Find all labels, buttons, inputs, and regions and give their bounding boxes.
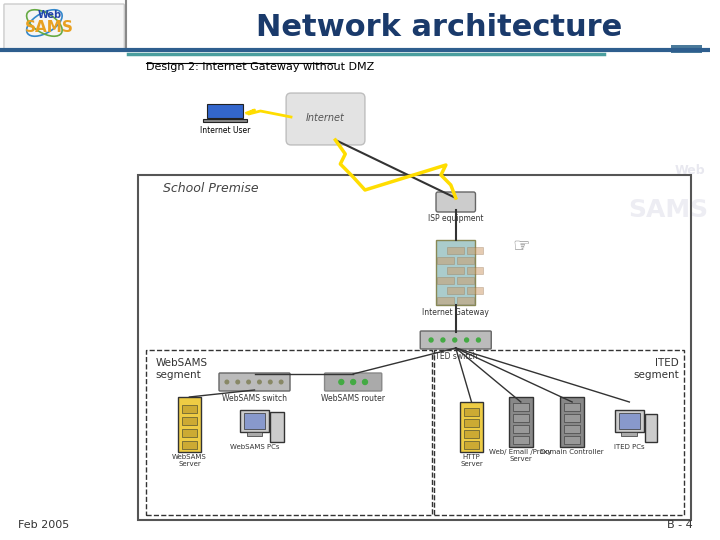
FancyBboxPatch shape [436,240,475,305]
FancyBboxPatch shape [467,287,483,294]
Text: WebSAMS router: WebSAMS router [321,394,385,403]
FancyBboxPatch shape [464,441,480,449]
FancyBboxPatch shape [436,192,475,212]
Text: B - 4: B - 4 [667,520,693,530]
FancyBboxPatch shape [467,267,483,274]
FancyBboxPatch shape [437,277,454,284]
FancyBboxPatch shape [456,297,474,304]
FancyBboxPatch shape [240,410,269,432]
FancyBboxPatch shape [219,373,290,391]
Circle shape [269,380,272,384]
Text: WebSAMS PCs: WebSAMS PCs [230,444,279,450]
FancyBboxPatch shape [564,414,580,422]
Text: SAMS: SAMS [628,198,708,222]
FancyBboxPatch shape [247,432,262,436]
Circle shape [258,380,261,384]
FancyBboxPatch shape [564,403,580,411]
FancyBboxPatch shape [437,257,454,264]
Circle shape [236,380,240,384]
FancyBboxPatch shape [270,412,284,442]
Circle shape [429,338,433,342]
FancyBboxPatch shape [621,432,637,436]
FancyBboxPatch shape [464,430,480,438]
FancyBboxPatch shape [459,402,483,452]
Polygon shape [207,104,243,118]
Circle shape [351,380,356,384]
FancyBboxPatch shape [615,410,644,432]
FancyBboxPatch shape [325,373,382,391]
Text: WebSAMS
Server: WebSAMS Server [172,454,207,467]
Text: School Premise: School Premise [163,182,258,195]
FancyBboxPatch shape [181,417,197,425]
Text: ISP equipment: ISP equipment [428,214,484,223]
Text: Web/ Email /Proxy
Server: Web/ Email /Proxy Server [490,449,552,462]
FancyBboxPatch shape [467,247,483,254]
Text: ITED switch: ITED switch [433,352,478,361]
FancyBboxPatch shape [564,436,580,444]
FancyBboxPatch shape [513,414,528,422]
FancyBboxPatch shape [447,267,464,274]
Text: Internet: Internet [306,113,345,123]
Circle shape [279,380,283,384]
Circle shape [477,338,480,342]
FancyBboxPatch shape [181,441,197,449]
Text: Internet Gateway: Internet Gateway [423,308,489,317]
FancyBboxPatch shape [243,413,266,429]
Circle shape [363,380,367,384]
FancyBboxPatch shape [420,331,491,349]
FancyBboxPatch shape [447,247,464,254]
FancyBboxPatch shape [513,436,528,444]
FancyBboxPatch shape [509,397,533,447]
FancyBboxPatch shape [671,45,702,53]
Text: ITED
segment: ITED segment [633,358,679,380]
FancyBboxPatch shape [560,397,584,447]
Text: Domain Controller: Domain Controller [540,449,604,455]
FancyBboxPatch shape [456,277,474,284]
Text: Internet User: Internet User [199,126,250,135]
FancyBboxPatch shape [645,414,657,442]
FancyBboxPatch shape [456,257,474,264]
FancyBboxPatch shape [513,425,528,433]
Text: WebSAMS switch: WebSAMS switch [222,394,287,403]
FancyBboxPatch shape [447,287,464,294]
Circle shape [441,338,445,342]
Circle shape [453,338,456,342]
Polygon shape [203,119,247,122]
FancyBboxPatch shape [618,413,640,429]
Text: HTTP
Server: HTTP Server [460,454,483,467]
FancyBboxPatch shape [178,397,201,452]
FancyBboxPatch shape [464,408,480,416]
Text: Feb 2005: Feb 2005 [18,520,69,530]
FancyBboxPatch shape [286,93,365,145]
FancyBboxPatch shape [181,405,197,413]
Circle shape [247,380,251,384]
FancyBboxPatch shape [437,297,454,304]
Text: ITED PCs: ITED PCs [614,444,644,450]
Text: SAMS: SAMS [24,20,73,35]
Text: Web: Web [37,10,62,20]
FancyBboxPatch shape [181,429,197,437]
FancyBboxPatch shape [464,419,480,427]
FancyBboxPatch shape [513,403,528,411]
Text: WebSAMS
segment: WebSAMS segment [156,358,208,380]
FancyBboxPatch shape [4,4,125,51]
Circle shape [339,380,343,384]
Text: ☞: ☞ [512,238,530,256]
Circle shape [464,338,469,342]
Text: Web: Web [675,164,706,177]
Text: Network architecture: Network architecture [256,12,623,42]
Circle shape [225,380,229,384]
Text: Design 2: Internet Gateway without DMZ: Design 2: Internet Gateway without DMZ [146,62,374,72]
FancyBboxPatch shape [564,425,580,433]
FancyBboxPatch shape [138,175,690,520]
